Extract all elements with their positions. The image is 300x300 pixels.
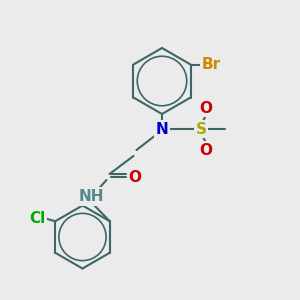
Text: N: N (156, 122, 168, 136)
Text: O: O (199, 100, 212, 116)
Text: Br: Br (202, 57, 221, 72)
Text: Cl: Cl (29, 211, 45, 226)
Text: S: S (196, 122, 206, 136)
Text: O: O (199, 142, 212, 158)
Text: NH: NH (79, 189, 104, 204)
Text: O: O (128, 169, 142, 184)
